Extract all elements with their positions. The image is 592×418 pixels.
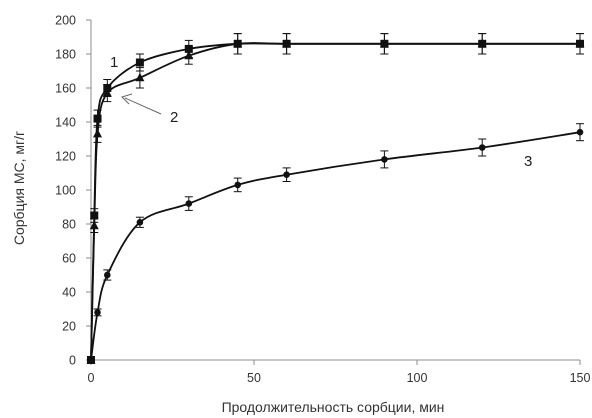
triangle-point	[282, 38, 292, 48]
x-tick-group: 0 50 100 150	[88, 360, 591, 385]
y-tick-group: 0 20 40 60 80 100 120 140 160 180 200	[55, 14, 91, 368]
square-point	[135, 58, 144, 67]
circle-point	[185, 200, 193, 207]
circle-point	[478, 144, 486, 151]
series-1-curve	[90, 42, 580, 361]
triangle-point	[477, 38, 487, 48]
y-tick-label: 180	[55, 48, 76, 62]
y-tick-label: 200	[55, 14, 76, 28]
y-tick-label: 60	[62, 252, 76, 266]
y-tick-label: 140	[55, 116, 76, 130]
circle-point	[283, 171, 290, 178]
x-tick-label: 0	[88, 371, 95, 385]
curve-2-pointer-line	[124, 97, 162, 115]
curve-label-3: 3	[524, 153, 532, 170]
triangle-point	[102, 88, 112, 97]
x-tick-label: 50	[247, 371, 261, 385]
triangle-point	[233, 38, 243, 48]
series-3-curve	[90, 131, 581, 361]
square-point	[93, 114, 102, 123]
axes	[90, 20, 580, 361]
x-tick-label: 100	[407, 371, 428, 385]
x-tick-label: 150	[570, 371, 591, 385]
y-tick-label: 40	[62, 286, 76, 300]
circle-point	[136, 219, 144, 226]
circle-point	[104, 271, 111, 279]
series-layer	[86, 33, 585, 364]
series-1	[87, 33, 584, 364]
circle-point	[381, 156, 388, 163]
triangle-point	[575, 38, 585, 48]
series-3	[87, 123, 584, 364]
triangle-point	[93, 128, 103, 138]
series-2	[86, 33, 585, 364]
triangle-point	[379, 38, 389, 48]
triangle-point	[89, 220, 99, 230]
series-2-curve	[90, 42, 580, 361]
triangle-point	[135, 72, 145, 82]
circle-point	[576, 128, 584, 136]
y-tick-label: 160	[55, 82, 76, 96]
y-tick-label: 120	[55, 150, 76, 164]
circle-point	[87, 356, 95, 364]
curve-2-pointer-arrowhead	[121, 93, 133, 105]
triangle-point	[184, 50, 194, 60]
curve-label-2: 2	[170, 109, 178, 126]
y-axis-title: Сорбция МС, мг/г	[11, 131, 27, 245]
y-tick-label: 20	[62, 320, 76, 334]
y-tick-label: 80	[62, 218, 76, 232]
x-axis-title: Продолжительность сорбции, мин	[222, 399, 445, 415]
y-tick-label: 0	[69, 354, 76, 368]
circle-point	[94, 309, 101, 316]
circle-point	[234, 181, 241, 189]
y-tick-label: 100	[55, 184, 76, 198]
curve-label-1: 1	[110, 54, 118, 71]
